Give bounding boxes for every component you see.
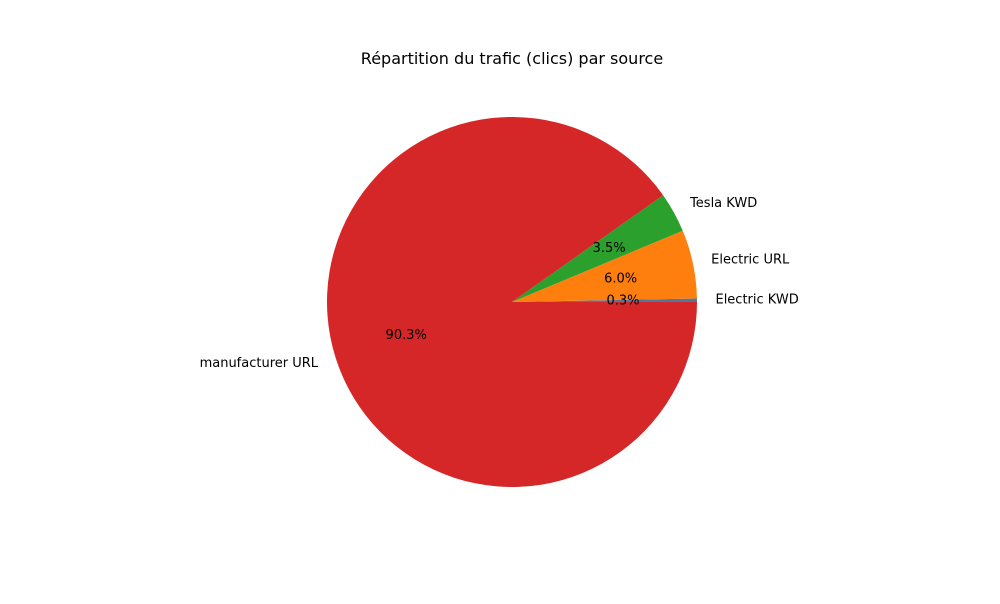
slice-label: manufacturer URL: [200, 356, 319, 371]
pie-slices: [327, 117, 697, 488]
slice-percent-label: 0.3%: [606, 293, 639, 308]
slice-label: Electric URL: [711, 253, 790, 268]
slice-label: Electric KWD: [715, 293, 798, 308]
chart-title: Répartition du trafic (clics) par source: [361, 49, 663, 68]
slice-label: Tesla KWD: [689, 196, 757, 211]
pie-slice-electric-kwd: [512, 298, 697, 302]
slice-percent-label: 3.5%: [593, 241, 626, 256]
pie-slice-tesla-kwd: [512, 195, 683, 302]
pie-labels: Electric KWD 0.3% Electric URL 6.0% Tesla KW…: [200, 196, 799, 371]
pie-slice-electric-url: [512, 230, 697, 302]
pie-slice-manufacturer-url: [327, 117, 697, 488]
slice-percent-label: 6.0%: [604, 272, 637, 287]
slice-percent-label: 90.3%: [386, 328, 427, 343]
